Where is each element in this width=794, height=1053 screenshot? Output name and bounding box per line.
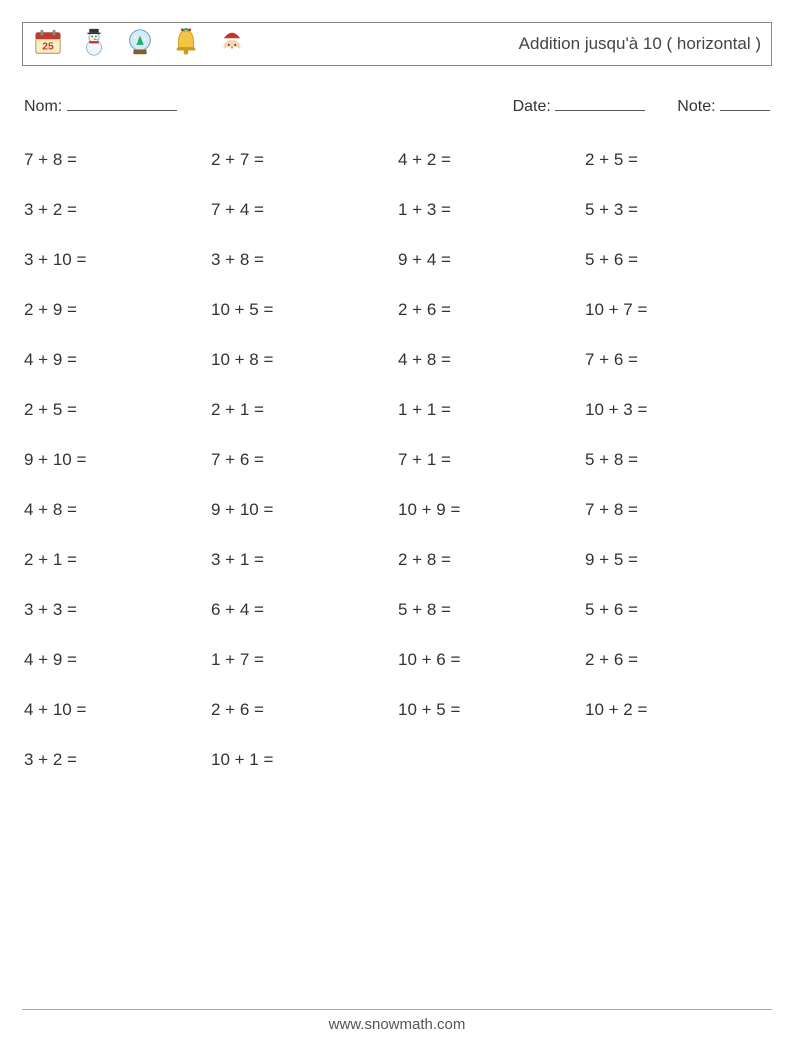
problem-cell — [585, 750, 772, 770]
problem-cell: 3 + 10 = — [24, 250, 211, 270]
problem-cell: 3 + 3 = — [24, 600, 211, 620]
note-label: Note: — [677, 98, 715, 115]
problem-cell: 10 + 7 = — [585, 300, 772, 320]
problem-cell: 5 + 6 = — [585, 600, 772, 620]
bell-icon — [171, 27, 201, 62]
problem-cell: 6 + 4 = — [211, 600, 398, 620]
santa-icon — [217, 27, 247, 62]
problem-cell: 3 + 2 = — [24, 750, 211, 770]
problem-cell: 2 + 1 = — [211, 400, 398, 420]
problem-cell: 10 + 8 = — [211, 350, 398, 370]
name-blank[interactable] — [67, 94, 177, 111]
problem-cell: 9 + 5 = — [585, 550, 772, 570]
problem-cell: 7 + 1 = — [398, 450, 585, 470]
problem-cell: 3 + 1 = — [211, 550, 398, 570]
header-box: 25 — [22, 22, 772, 66]
footer: www.snowmath.com — [0, 1009, 794, 1033]
problem-cell: 3 + 2 = — [24, 200, 211, 220]
problem-cell: 7 + 6 = — [211, 450, 398, 470]
problem-cell: 9 + 4 = — [398, 250, 585, 270]
problems-grid: 7 + 8 =2 + 7 =4 + 2 =2 + 5 =3 + 2 =7 + 4… — [22, 150, 772, 770]
problem-cell: 4 + 9 = — [24, 650, 211, 670]
footer-line — [22, 1009, 772, 1010]
problem-cell: 10 + 2 = — [585, 700, 772, 720]
problem-cell: 5 + 3 = — [585, 200, 772, 220]
problem-cell: 10 + 1 = — [211, 750, 398, 770]
snowglobe-icon — [125, 27, 155, 62]
info-row: Nom: Date: Note: — [22, 94, 772, 116]
problem-cell: 2 + 6 = — [585, 650, 772, 670]
problem-cell: 3 + 8 = — [211, 250, 398, 270]
note-field: Note: — [677, 94, 770, 116]
worksheet-page: 25 — [0, 0, 794, 1053]
problem-cell: 2 + 9 = — [24, 300, 211, 320]
problem-cell: 2 + 5 = — [585, 150, 772, 170]
problem-cell: 10 + 5 = — [211, 300, 398, 320]
problem-cell: 2 + 5 = — [24, 400, 211, 420]
header-icons: 25 — [33, 27, 247, 62]
problem-cell: 5 + 6 = — [585, 250, 772, 270]
date-label: Date: — [513, 98, 551, 115]
info-left: Nom: — [24, 94, 177, 116]
calendar-icon: 25 — [33, 27, 63, 62]
problem-cell: 7 + 4 = — [211, 200, 398, 220]
problem-cell: 2 + 6 = — [211, 700, 398, 720]
problem-cell: 10 + 9 = — [398, 500, 585, 520]
problem-cell: 5 + 8 = — [398, 600, 585, 620]
problem-cell: 2 + 6 = — [398, 300, 585, 320]
date-field: Date: — [513, 94, 646, 116]
problem-cell: 5 + 8 = — [585, 450, 772, 470]
problem-cell: 4 + 2 = — [398, 150, 585, 170]
problem-cell — [398, 750, 585, 770]
problem-cell: 1 + 7 = — [211, 650, 398, 670]
problem-cell: 1 + 3 = — [398, 200, 585, 220]
problem-cell: 7 + 6 = — [585, 350, 772, 370]
svg-text:25: 25 — [42, 41, 54, 52]
name-label: Nom: — [24, 98, 62, 115]
date-blank[interactable] — [555, 94, 645, 111]
problem-cell: 4 + 10 = — [24, 700, 211, 720]
problem-cell: 4 + 9 = — [24, 350, 211, 370]
problem-cell: 7 + 8 = — [24, 150, 211, 170]
problem-cell: 1 + 1 = — [398, 400, 585, 420]
problem-cell: 7 + 8 = — [585, 500, 772, 520]
problem-cell: 10 + 3 = — [585, 400, 772, 420]
problem-cell: 4 + 8 = — [398, 350, 585, 370]
problem-cell: 4 + 8 = — [24, 500, 211, 520]
problem-cell: 10 + 6 = — [398, 650, 585, 670]
problem-cell: 10 + 5 = — [398, 700, 585, 720]
note-blank[interactable] — [720, 94, 770, 111]
name-field: Nom: — [24, 94, 177, 116]
footer-text: www.snowmath.com — [0, 1016, 794, 1033]
problem-cell: 2 + 7 = — [211, 150, 398, 170]
problem-cell: 2 + 8 = — [398, 550, 585, 570]
problem-cell: 2 + 1 = — [24, 550, 211, 570]
problem-cell: 9 + 10 = — [211, 500, 398, 520]
worksheet-title: Addition jusqu'à 10 ( horizontal ) — [519, 34, 761, 54]
info-right: Date: Note: — [513, 94, 770, 116]
problem-cell: 9 + 10 = — [24, 450, 211, 470]
snowman-icon — [79, 27, 109, 62]
